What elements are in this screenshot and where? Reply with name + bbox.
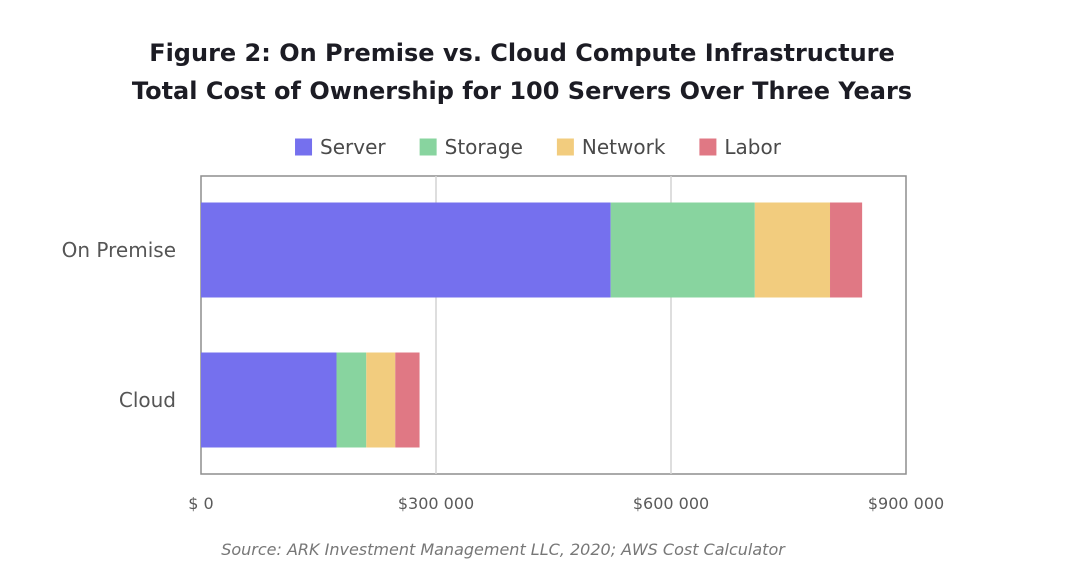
source-note: Source: ARK Investment Management LLC, 2…	[221, 540, 786, 559]
x-tick-label-0: $ 0	[188, 494, 213, 513]
bar-cloud-network	[366, 352, 396, 448]
chart-title-line-1: Figure 2: On Premise vs. Cloud Compute I…	[149, 39, 895, 67]
chart-title-line-2: Total Cost of Ownership for 100 Servers …	[132, 77, 912, 105]
category-label-cloud: Cloud	[119, 388, 176, 412]
legend-label-network: Network	[582, 135, 666, 159]
bar-on-premise-labor	[830, 202, 863, 298]
legend-swatch-storage	[419, 138, 437, 156]
category-labels: On Premise Cloud	[62, 238, 176, 412]
legend-label-labor: Labor	[724, 135, 781, 159]
bar-cloud-labor	[395, 352, 420, 448]
bar-cloud-storage	[336, 352, 367, 448]
legend-label-storage: Storage	[445, 135, 523, 159]
legend-swatch-network	[556, 138, 574, 156]
plot-area	[200, 175, 907, 475]
x-tick-label-300000: $300 000	[398, 494, 474, 513]
legend-swatch-server	[295, 138, 313, 156]
x-tick-label-900000: $900 000	[868, 494, 944, 513]
legend: Server Storage Network Labor	[295, 135, 782, 159]
bar-on-premise-storage	[610, 202, 755, 298]
bar-cloud-server	[201, 352, 337, 448]
bar-on-premise-server	[201, 202, 611, 298]
x-axis-tick-labels: $ 0 $300 000 $600 000 $900 000	[188, 494, 944, 513]
legend-label-server: Server	[320, 135, 386, 159]
x-tick-label-600000: $600 000	[633, 494, 709, 513]
legend-swatch-labor	[699, 138, 717, 156]
bars	[201, 202, 863, 448]
category-label-on-premise: On Premise	[62, 238, 176, 262]
bar-on-premise-network	[754, 202, 831, 298]
